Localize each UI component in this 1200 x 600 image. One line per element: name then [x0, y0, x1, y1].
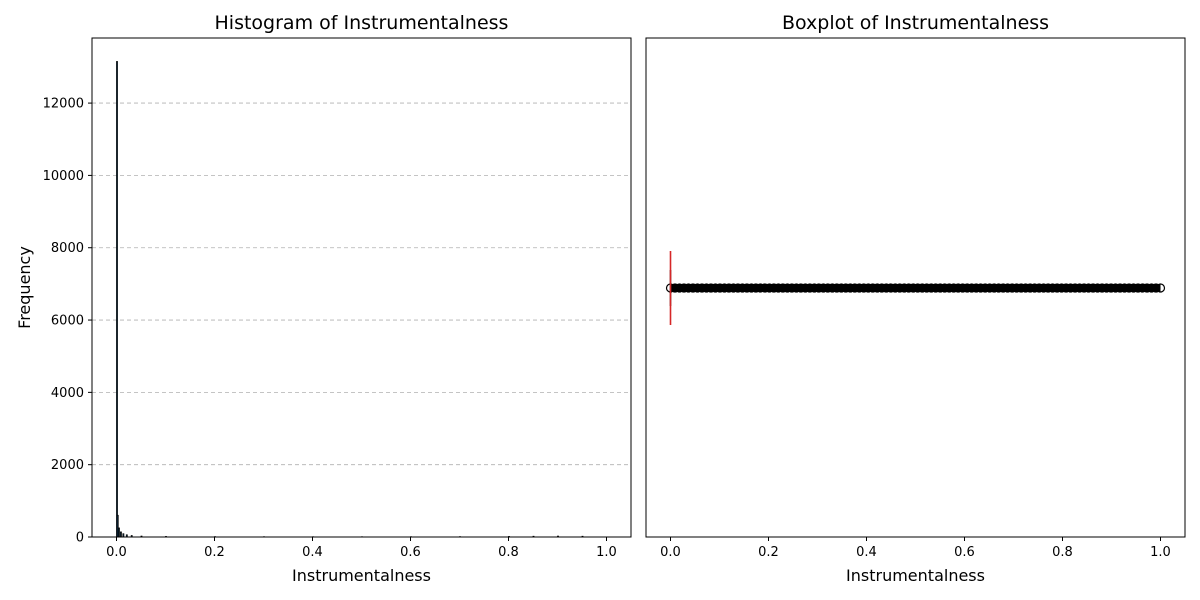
- histogram-title: Histogram of Instrumentalness: [215, 12, 509, 34]
- histogram-x-tick-label: 0.4: [302, 545, 323, 560]
- boxplot-x-tick-label: 0.0: [660, 545, 681, 560]
- histogram-plot-frame: [91, 37, 632, 538]
- histogram-x-tick-label: 0.2: [204, 545, 225, 560]
- boxplot-x-axis-label: Instrumentalness: [846, 566, 985, 585]
- boxplot-x-tick-label: 0.4: [856, 545, 877, 560]
- histogram-y-tick-label: 0: [76, 531, 84, 546]
- histogram-bar: [120, 531, 122, 538]
- histogram-bar: [116, 61, 118, 538]
- histogram-bar: [118, 527, 120, 538]
- histogram-y-tick-label: 10000: [43, 169, 84, 184]
- histogram-y-ticks: 0 2000 4000 6000 8000 10000 12000: [43, 97, 92, 546]
- histogram-y-axis-label: Frequency: [15, 246, 34, 329]
- boxplot-outlier-band: [670, 284, 1161, 292]
- boxplot-x-tick-label: 1.0: [1150, 545, 1171, 560]
- histogram-panel: 0.0 0.2 0.4 0.6 0.8 1.0 0 2000 4000 6000 8000 1000…: [15, 12, 632, 585]
- boxplot-panel: 0.0 0.2 0.4 0.6 0.8 1.0 Boxplot of Instrument…: [645, 12, 1186, 585]
- boxplot-x-ticks: 0.0 0.2 0.4 0.6 0.8 1.0: [660, 537, 1171, 560]
- histogram-y-tick-label: 2000: [51, 458, 84, 473]
- histogram-y-tick-label: 8000: [51, 241, 84, 256]
- histogram-x-ticks: 0.0 0.2 0.4 0.6 0.8 1.0: [106, 537, 617, 560]
- histogram-y-tick-label: 12000: [43, 97, 84, 112]
- boxplot-x-tick-label: 0.8: [1052, 545, 1073, 560]
- boxplot-title: Boxplot of Instrumentalness: [782, 12, 1049, 34]
- histogram-x-axis-label: Instrumentalness: [292, 566, 431, 585]
- histogram-x-tick-label: 0.8: [498, 545, 519, 560]
- histogram-x-tick-label: 1.0: [596, 545, 617, 560]
- histogram-gridlines: [92, 102, 631, 466]
- histogram-x-tick-label: 0.6: [400, 545, 421, 560]
- boxplot-outliers: [665, 283, 1166, 293]
- boxplot-plot-frame: [645, 37, 1186, 538]
- histogram-y-tick-label: 6000: [51, 314, 84, 329]
- histogram-y-tick-label: 4000: [51, 386, 84, 401]
- boxplot-x-tick-label: 0.6: [954, 545, 975, 560]
- histogram-x-tick-label: 0.0: [106, 545, 127, 560]
- boxplot-x-tick-label: 0.2: [758, 545, 779, 560]
